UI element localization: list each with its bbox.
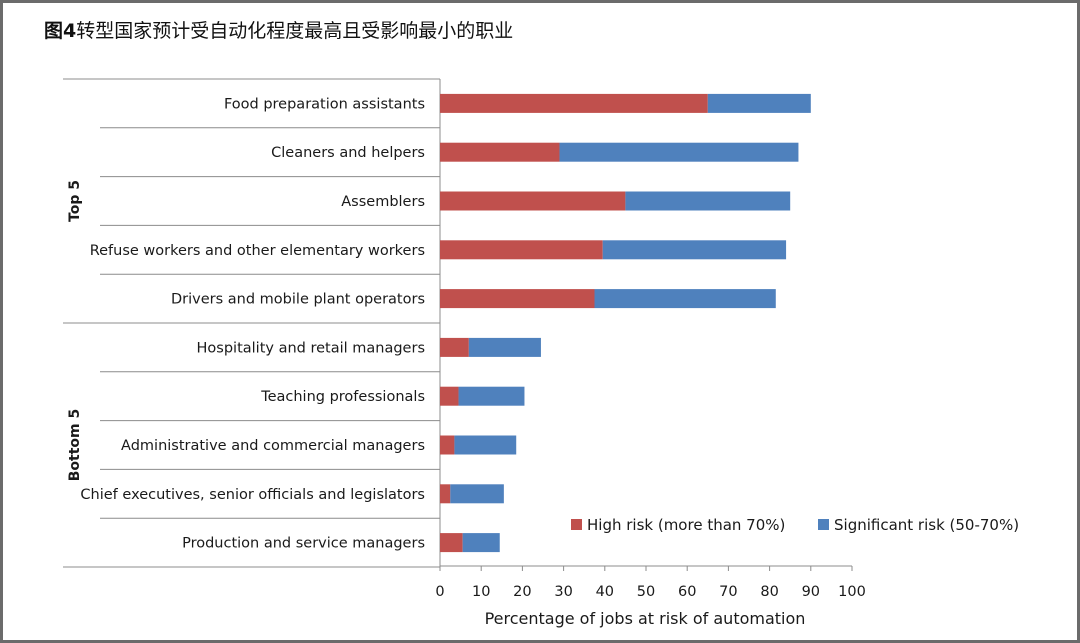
x-axis-title: Percentage of jobs at risk of automation xyxy=(485,609,806,628)
legend-swatch-high-risk xyxy=(571,519,582,530)
x-tick-label: 0 xyxy=(435,584,444,600)
bar-high-risk xyxy=(440,191,626,211)
bar-high-risk xyxy=(440,93,708,113)
x-tick-label: 80 xyxy=(760,584,778,600)
bar-high-risk xyxy=(440,240,603,260)
x-tick-label: 70 xyxy=(719,584,737,600)
legend-label-high-risk: High risk (more than 70%) xyxy=(587,516,785,534)
bar-significant-risk xyxy=(468,337,541,357)
bar-high-risk xyxy=(440,337,469,357)
bar-high-risk xyxy=(440,533,463,553)
bar-high-risk xyxy=(440,484,451,504)
bar-significant-risk xyxy=(602,240,787,260)
group-label-bottom5: Bottom 5 xyxy=(67,409,83,482)
bar-significant-risk xyxy=(450,484,504,504)
category-label: Chief executives, senior officials and l… xyxy=(80,487,425,503)
bar-significant-risk xyxy=(559,142,799,162)
figure-title: 图4转型国家预计受自动化程度最高且受影响最小的职业 xyxy=(44,16,513,43)
category-label: Administrative and commercial managers xyxy=(121,438,425,454)
category-label: Refuse workers and other elementary work… xyxy=(90,243,425,259)
x-tick-label: 10 xyxy=(472,584,490,600)
figure-number: 图4 xyxy=(44,20,77,42)
x-tick-label: 30 xyxy=(554,584,572,600)
bar-high-risk xyxy=(440,435,455,455)
category-label: Production and service managers xyxy=(182,536,425,552)
bar-significant-risk xyxy=(454,435,517,455)
category-label: Assemblers xyxy=(341,194,425,210)
bar-significant-risk xyxy=(462,533,500,553)
x-tick-label: 60 xyxy=(678,584,696,600)
bar-significant-risk xyxy=(458,386,525,406)
group-label-top5: Top 5 xyxy=(67,180,83,222)
x-tick-label: 100 xyxy=(838,584,866,600)
x-tick-label: 40 xyxy=(596,584,614,600)
category-label: Hospitality and retail managers xyxy=(197,340,425,356)
bar-high-risk xyxy=(440,386,459,406)
figure-title-text: 转型国家预计受自动化程度最高且受影响最小的职业 xyxy=(76,20,514,42)
legend-label-significant-risk: Significant risk (50-70%) xyxy=(834,516,1019,534)
bar-significant-risk xyxy=(707,93,811,113)
bar-high-risk xyxy=(440,289,595,309)
category-label: Drivers and mobile plant operators xyxy=(171,292,425,308)
bar-significant-risk xyxy=(594,289,776,309)
x-tick-label: 20 xyxy=(513,584,531,600)
legend-swatch-significant-risk xyxy=(818,519,829,530)
bar-high-risk xyxy=(440,142,560,162)
x-tick-label: 50 xyxy=(637,584,655,600)
category-label: Cleaners and helpers xyxy=(271,145,425,161)
bar-significant-risk xyxy=(625,191,791,211)
x-tick-label: 90 xyxy=(802,584,820,600)
category-label: Food preparation assistants xyxy=(224,96,425,112)
category-label: Teaching professionals xyxy=(260,389,425,405)
